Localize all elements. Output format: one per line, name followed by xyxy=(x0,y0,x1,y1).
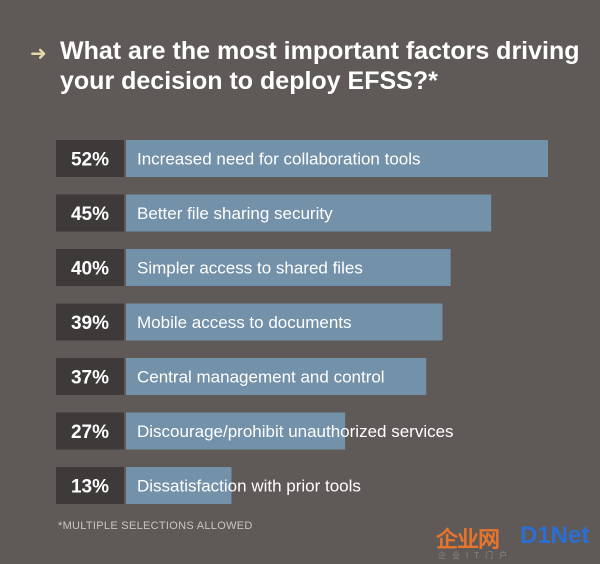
data-label: 45% xyxy=(71,204,109,225)
data-label: 40% xyxy=(71,259,109,280)
watermark-logo: 企业网 D1Net 企业IT门户 xyxy=(436,522,596,560)
category-label: Increased need for collaboration tools xyxy=(137,150,421,169)
watermark-en: D1Net xyxy=(520,522,590,549)
category-label: Dissatisfaction with prior tools xyxy=(137,477,361,496)
value-label-box xyxy=(56,140,124,177)
value-label-box xyxy=(56,194,124,232)
value-label-box xyxy=(56,303,124,341)
category-label: Mobile access to documents xyxy=(137,313,352,332)
bar xyxy=(126,358,427,395)
category-label: Central management and control xyxy=(137,368,385,387)
data-label: 52% xyxy=(71,150,109,171)
footnote: *MULTIPLE SELECTIONS ALLOWED xyxy=(58,520,253,532)
bar xyxy=(126,412,346,450)
category-label: Discourage/prohibit unauthorized service… xyxy=(137,422,454,441)
data-label: 27% xyxy=(71,422,109,443)
value-label-box xyxy=(56,358,124,395)
bar xyxy=(126,303,443,341)
value-label-box xyxy=(56,412,124,450)
category-label: Simpler access to shared files xyxy=(137,259,363,278)
bar xyxy=(126,249,451,286)
value-label-box xyxy=(56,249,124,286)
value-label-box xyxy=(56,467,124,504)
bar xyxy=(126,194,492,232)
watermark-cn: 企业网 xyxy=(436,527,500,552)
bar xyxy=(126,467,232,504)
arrow-icon: ➜ xyxy=(30,43,47,65)
bar xyxy=(126,140,548,177)
category-label: Better file sharing security xyxy=(137,204,333,223)
data-label: 37% xyxy=(71,368,109,389)
watermark-sub: 企业IT门户 xyxy=(438,551,514,560)
chart-title: What are the most important factors driv… xyxy=(60,37,580,95)
data-label: 39% xyxy=(71,313,109,334)
data-label: 13% xyxy=(71,477,109,498)
